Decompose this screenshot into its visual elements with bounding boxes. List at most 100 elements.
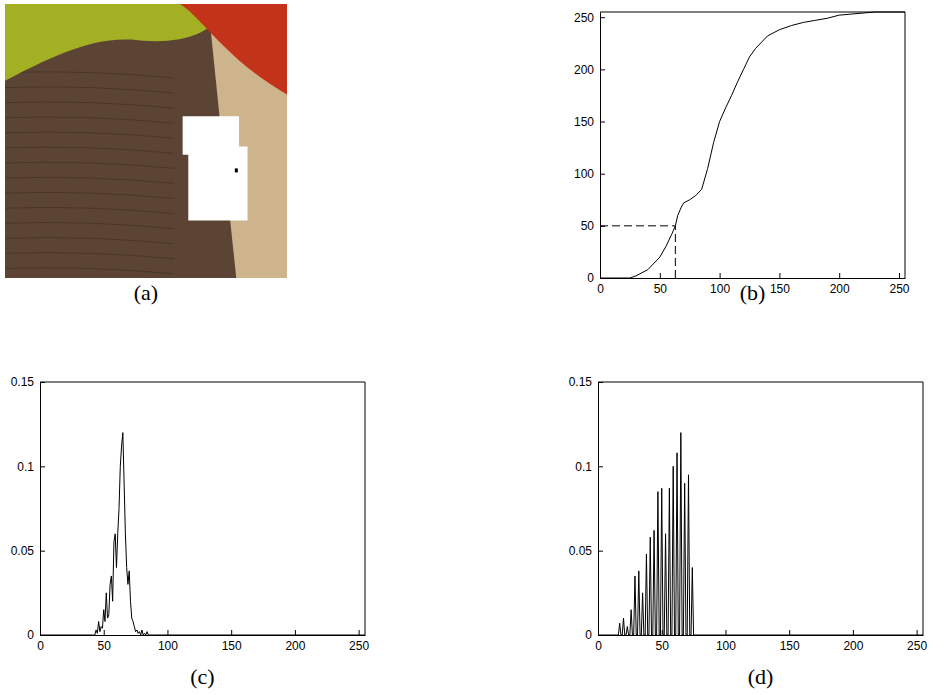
x-tick-label: 200 xyxy=(285,639,305,653)
x-tick-label: 100 xyxy=(716,639,736,653)
x-tick-label: 0 xyxy=(597,282,604,296)
y-tick: 250 xyxy=(574,11,605,25)
x-tick-mark xyxy=(839,273,840,278)
panel: 05010015020025000.050.10.15(c) xyxy=(11,375,370,689)
image-grain xyxy=(5,207,174,213)
y-tick-label: 50 xyxy=(581,219,595,233)
x-tick-label: 200 xyxy=(830,282,850,296)
data-line xyxy=(40,433,365,635)
x-tick-mark xyxy=(789,630,790,635)
x-tick: 50 xyxy=(654,273,668,296)
x-tick: 150 xyxy=(770,273,790,296)
y-tick: 0.05 xyxy=(569,544,603,558)
x-tick-label: 50 xyxy=(654,282,668,296)
x-tick-label: 150 xyxy=(770,282,790,296)
panel-label: (c) xyxy=(190,664,214,689)
y-axis: 00.050.10.15 xyxy=(569,375,603,642)
y-tick-mark xyxy=(600,174,605,175)
y-tick-mark xyxy=(40,382,45,383)
y-tick-label: 0 xyxy=(587,271,594,285)
y-axis: 0 50 100 150 200 250 xyxy=(574,11,605,286)
x-tick-label: 250 xyxy=(349,639,369,653)
image-grain xyxy=(5,72,174,78)
image-red-main xyxy=(180,4,287,94)
x-tick-label: 0 xyxy=(595,639,602,653)
x-tick: 200 xyxy=(843,630,863,653)
guide-line xyxy=(600,225,675,226)
x-tick-mark xyxy=(917,630,918,635)
x-tick: 150 xyxy=(222,630,242,653)
x-tick-mark xyxy=(899,273,900,278)
y-axis: 00.050.10.15 xyxy=(11,375,45,642)
image-grain xyxy=(5,192,174,198)
x-tick-mark xyxy=(720,273,721,278)
panel-label: (b) xyxy=(740,280,766,305)
y-axis-line xyxy=(40,383,41,636)
image-grain xyxy=(5,147,174,153)
guide-line xyxy=(675,226,676,278)
x-tick: 200 xyxy=(285,630,305,653)
y-tick: 0.1 xyxy=(575,460,603,474)
frame xyxy=(923,382,924,635)
y-tick: 0.15 xyxy=(11,375,45,389)
x-tick: 250 xyxy=(349,630,369,653)
frame xyxy=(40,382,365,383)
x-tick-label: 150 xyxy=(780,639,800,653)
y-tick-label: 0.1 xyxy=(575,460,592,474)
image-grain xyxy=(5,162,174,168)
y-tick: 150 xyxy=(574,115,605,129)
image-dot xyxy=(235,168,238,172)
panel: 0 50 100 150 200 250 0 50 100 150 200 250 (b) xyxy=(574,11,910,305)
image-white-patch xyxy=(183,116,248,220)
x-tick-mark xyxy=(359,630,360,635)
plot-area xyxy=(40,433,365,635)
y-tick-mark xyxy=(40,466,45,467)
frame xyxy=(365,382,366,635)
y-tick-label: 0.15 xyxy=(11,375,35,389)
y-tick-label: 0 xyxy=(585,628,592,642)
x-tick-mark xyxy=(231,630,232,635)
image-grain xyxy=(5,117,174,123)
y-tick-mark xyxy=(598,382,603,383)
frame xyxy=(600,12,905,13)
x-tick-label: 100 xyxy=(710,282,730,296)
image-grain xyxy=(5,268,174,274)
x-tick: 150 xyxy=(780,630,800,653)
image-grain xyxy=(5,238,174,244)
y-tick-label: 0.05 xyxy=(569,544,593,558)
panel: (a) xyxy=(5,4,321,305)
y-axis-line xyxy=(598,383,599,636)
image-grain xyxy=(5,177,174,183)
x-tick-label: 50 xyxy=(98,639,112,653)
panel-label: (d) xyxy=(748,664,774,689)
y-tick-label: 0 xyxy=(27,628,34,642)
x-tick-label: 0 xyxy=(37,639,44,653)
x-tick-label: 100 xyxy=(158,639,178,653)
x-tick: 50 xyxy=(98,630,112,653)
y-tick-mark xyxy=(598,551,603,552)
y-tick-label: 100 xyxy=(574,167,594,181)
x-tick-mark xyxy=(660,273,661,278)
y-tick-label: 0.1 xyxy=(17,460,34,474)
plot-area xyxy=(600,12,905,278)
y-tick: 100 xyxy=(574,167,605,181)
image xyxy=(5,4,287,278)
x-tick: 100 xyxy=(710,273,730,296)
y-tick-mark xyxy=(600,122,605,123)
image-grain xyxy=(5,223,174,229)
x-tick-mark xyxy=(725,630,726,635)
x-tick: 250 xyxy=(890,273,910,296)
x-tick-mark xyxy=(104,630,105,635)
y-tick-label: 200 xyxy=(574,63,594,77)
frame xyxy=(905,12,906,278)
image-grain xyxy=(5,87,174,93)
x-tick: 100 xyxy=(158,630,178,653)
image-grain xyxy=(5,102,174,108)
panel-label: (a) xyxy=(134,280,158,305)
y-axis-line xyxy=(600,13,601,279)
y-tick: 200 xyxy=(574,63,605,77)
x-tick-mark xyxy=(295,630,296,635)
frame xyxy=(598,382,923,383)
image-grain xyxy=(5,253,174,259)
x-axis: 0 50 100 150 200 250 xyxy=(37,630,369,653)
